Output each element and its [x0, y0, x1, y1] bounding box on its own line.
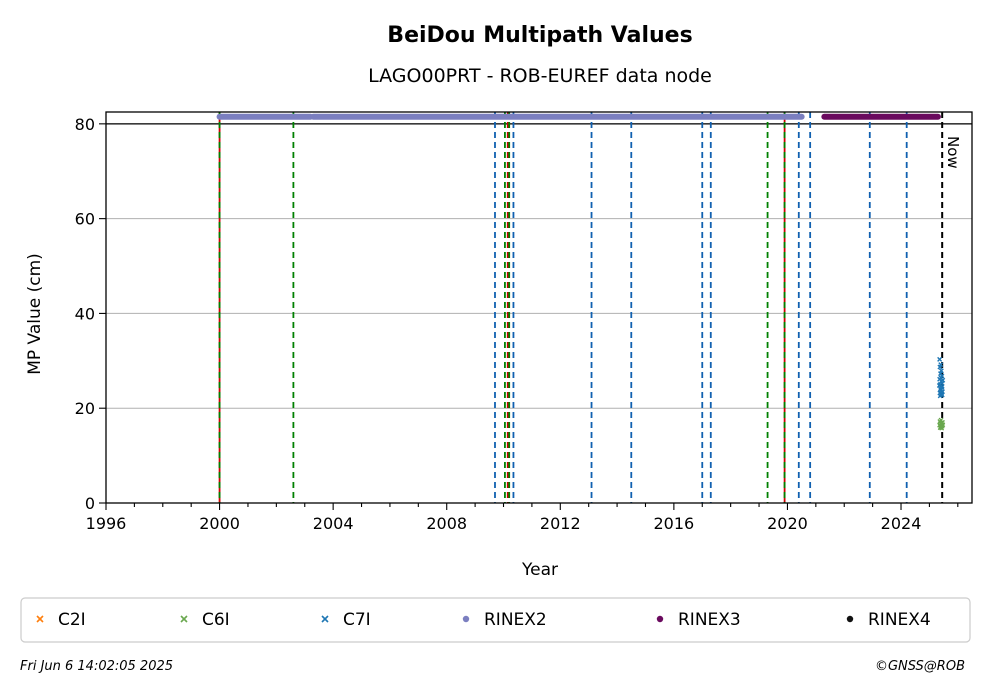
- x-tick-label: 2000: [199, 514, 240, 533]
- legend-label: C7I: [343, 610, 371, 630]
- y-tick-label: 80: [75, 115, 95, 134]
- x-tick-label: 2008: [426, 514, 467, 533]
- event-lines: Now: [218, 112, 962, 503]
- legend-marker: [36, 615, 44, 623]
- y-axis-label: MP Value (cm): [25, 253, 45, 375]
- y-tick-label: 60: [75, 210, 95, 229]
- y-tick-label: 0: [85, 494, 95, 513]
- x-tick-label: 1996: [86, 514, 127, 533]
- legend-marker: [321, 615, 329, 623]
- legend-marker: [656, 615, 664, 623]
- legend-label: RINEX4: [868, 610, 931, 630]
- legend-item-rinex3: RINEX3: [656, 610, 741, 630]
- y-tick-label: 20: [75, 399, 95, 418]
- legend-marker: [846, 615, 854, 623]
- c7i-point: [940, 377, 946, 383]
- footer-credit: ©GNSS@ROB: [874, 659, 965, 674]
- legend-item-rinex4: RINEX4: [846, 610, 931, 630]
- c7i-point: [939, 383, 945, 389]
- x-tick-label: 2004: [313, 514, 354, 533]
- x-tick-label: 2012: [540, 514, 581, 533]
- chart-subtitle: LAGO00PRT - ROB-EUREF data node: [368, 65, 712, 87]
- legend-label: RINEX3: [678, 610, 741, 630]
- legend: C2I C6I C7I RINEX2 RINEX3 RINEX4: [20, 597, 971, 643]
- legend-label: C2I: [58, 610, 86, 630]
- c7i-point: [939, 389, 945, 395]
- chart-title: BeiDou Multipath Values: [387, 23, 692, 48]
- legend-label: C6I: [202, 610, 230, 630]
- legend-marker: [462, 615, 470, 623]
- y-tick-label: 40: [75, 304, 95, 323]
- x-axis-label: Year: [521, 560, 558, 580]
- data-points: [216, 113, 946, 431]
- legend-frame: [20, 597, 971, 643]
- legend-label: RINEX2: [484, 610, 547, 630]
- legend-item-c2i: C2I: [36, 610, 86, 630]
- legend-item-rinex2: RINEX2: [462, 610, 547, 630]
- c7i-point: [938, 362, 944, 368]
- axis-ticks: 1996 2000 2004 2008 2012 2016 2020 2024 0 20 40 60 8…: [75, 115, 959, 533]
- legend-item-c6i: C6I: [180, 610, 230, 630]
- legend-marker: [180, 615, 188, 623]
- c7i-point: [939, 373, 945, 379]
- grid-lines: [106, 123, 972, 409]
- c7i-point: [937, 356, 943, 362]
- x-tick-label: 2024: [881, 514, 922, 533]
- now-label: Now: [944, 136, 962, 169]
- c7i-point: [938, 368, 944, 374]
- x-tick-label: 2020: [767, 514, 808, 533]
- footer-timestamp: Fri Jun 6 14:02:05 2025: [20, 659, 174, 674]
- c6i-point: [940, 422, 946, 428]
- x-tick-label: 2016: [654, 514, 695, 533]
- legend-item-c7i: C7I: [321, 610, 371, 630]
- plot-frame: [105, 111, 973, 504]
